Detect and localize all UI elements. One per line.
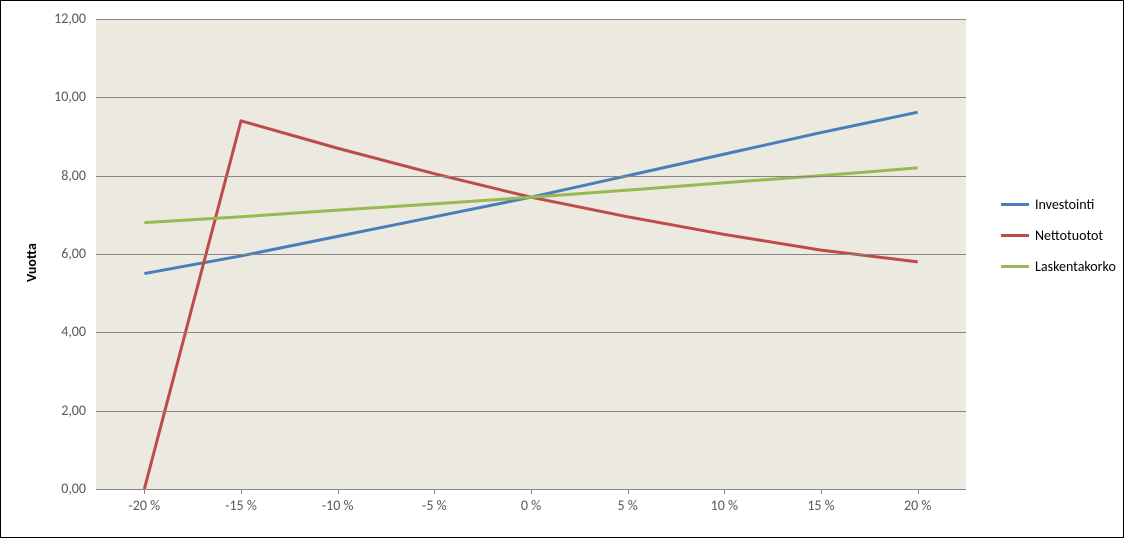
legend-label: Laskentakorko <box>1035 258 1116 275</box>
legend-label: Investointi <box>1035 196 1094 213</box>
chart-container: Vuotta Investointi Nettotuotot Laskentakor… <box>0 0 1124 538</box>
x-tick <box>434 489 435 494</box>
y-tick-label: 10,00 <box>54 88 86 105</box>
chart-lines <box>1 1 1124 539</box>
y-tick-label: 12,00 <box>54 10 86 27</box>
legend-swatch <box>1001 265 1029 268</box>
legend-label: Nettotuotot <box>1035 227 1103 244</box>
y-tick-label: 4,00 <box>61 323 86 340</box>
gridline <box>96 332 966 333</box>
series-line <box>144 112 917 273</box>
x-tick-label: 5 % <box>598 497 658 514</box>
y-axis-title: Vuotta <box>23 243 40 282</box>
x-tick-label: 0 % <box>501 497 561 514</box>
legend: Investointi Nettotuotot Laskentakorko <box>1001 196 1116 289</box>
x-tick <box>724 489 725 494</box>
legend-swatch <box>1001 234 1029 237</box>
gridline <box>96 97 966 98</box>
legend-item: Investointi <box>1001 196 1116 213</box>
x-tick-label: -15 % <box>211 497 271 514</box>
y-tick-label: 6,00 <box>61 245 86 262</box>
x-tick <box>338 489 339 494</box>
x-tick-label: 15 % <box>791 497 851 514</box>
legend-swatch <box>1001 203 1029 206</box>
x-tick <box>241 489 242 494</box>
x-tick <box>628 489 629 494</box>
x-tick <box>918 489 919 494</box>
x-tick <box>144 489 145 494</box>
gridline <box>96 176 966 177</box>
gridline <box>96 254 966 255</box>
legend-item: Laskentakorko <box>1001 258 1116 275</box>
x-tick-label: -10 % <box>308 497 368 514</box>
gridline <box>96 19 966 20</box>
y-tick-label: 8,00 <box>61 167 86 184</box>
x-tick-label: -5 % <box>404 497 464 514</box>
x-tick-label: 20 % <box>888 497 948 514</box>
x-tick-label: 10 % <box>694 497 754 514</box>
x-tick <box>531 489 532 494</box>
x-tick-label: -20 % <box>114 497 174 514</box>
legend-item: Nettotuotot <box>1001 227 1116 244</box>
x-tick <box>821 489 822 494</box>
gridline <box>96 411 966 412</box>
y-tick-label: 0,00 <box>61 480 86 497</box>
y-tick-label: 2,00 <box>61 402 86 419</box>
